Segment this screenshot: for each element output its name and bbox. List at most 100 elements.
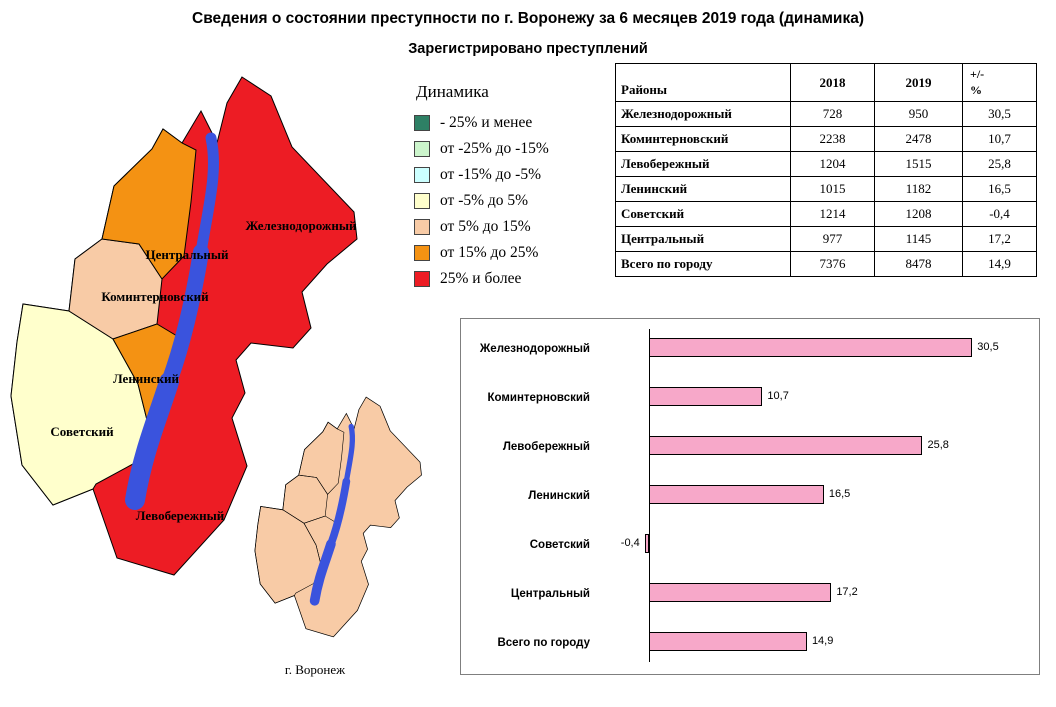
chart-row: Железнодорожный 30,5 bbox=[461, 324, 1039, 373]
bar-chart: Железнодорожный 30,5 Коминтерновский 10,7 Ле… bbox=[460, 318, 1040, 675]
value-2018-cell: 1015 bbox=[790, 176, 875, 203]
legend-item: от -5% до 5% bbox=[406, 188, 586, 214]
legend-label: от -15% до -5% bbox=[440, 166, 541, 183]
delta-percent-cell: 17,2 bbox=[962, 226, 1037, 253]
chart-row: Центральный 17,2 bbox=[461, 569, 1039, 618]
river-lower bbox=[125, 372, 179, 510]
chart-plot-area: -0,4 bbox=[597, 520, 1039, 569]
map-label-kominternovsky: Коминтерновский bbox=[101, 289, 209, 304]
legend-color-swatch bbox=[414, 245, 430, 261]
chart-plot-area: 17,2 bbox=[597, 569, 1039, 618]
stats-table-body: Железнодорожный 728 950 30,5 Коминтерновский… bbox=[615, 101, 1037, 278]
district-name-cell: Центральный bbox=[615, 226, 791, 253]
value-2018-cell: 7376 bbox=[790, 251, 875, 278]
bar-chart-rows: Железнодорожный 30,5 Коминтерновский 10,7 Ле… bbox=[461, 324, 1039, 669]
legend-color-swatch bbox=[414, 141, 430, 157]
delta-percent-cell: 25,8 bbox=[962, 151, 1037, 178]
chart-value-label: -0,4 bbox=[620, 537, 640, 549]
value-2018-cell: 2238 bbox=[790, 126, 875, 153]
chart-category-label: Железнодорожный bbox=[479, 342, 590, 355]
legend-color-swatch bbox=[414, 193, 430, 209]
district-name-cell: Коминтерновский bbox=[615, 126, 791, 153]
stats-table: Районы 2018 2019 +/- % Железнодорожный 72… bbox=[615, 62, 1037, 278]
legend-label: от 5% до 15% bbox=[440, 218, 531, 235]
table-row: Ленинский 1015 1182 16,5 bbox=[615, 176, 1037, 203]
legend-label: от 15% до 25% bbox=[440, 244, 539, 261]
value-2019-cell: 1208 bbox=[874, 201, 963, 228]
chart-row: Ленинский 16,5 bbox=[461, 471, 1039, 520]
chart-row: Всего по городу 14,9 bbox=[461, 618, 1039, 667]
chart-plot-area: 25,8 bbox=[597, 422, 1039, 471]
chart-bar bbox=[649, 436, 923, 455]
city-overview-map bbox=[254, 396, 422, 638]
page-title: Сведения о состоянии преступности по г. … bbox=[192, 10, 864, 27]
legend-item: от 5% до 15% bbox=[406, 214, 586, 240]
legend-color-swatch bbox=[414, 219, 430, 235]
header-districts: Районы bbox=[615, 62, 791, 103]
legend-label: 25% и более bbox=[440, 270, 522, 287]
legend-item: 25% и более bbox=[406, 266, 586, 292]
legend-color-swatch bbox=[414, 271, 430, 287]
chart-plot-area: 16,5 bbox=[597, 471, 1039, 520]
table-row: Всего по городу 7376 8478 14,9 bbox=[615, 251, 1037, 278]
table-header-row: Районы 2018 2019 +/- % bbox=[615, 62, 1037, 103]
table-row: Левобережный 1204 1515 25,8 bbox=[615, 151, 1037, 178]
district-centralny-shape bbox=[101, 128, 197, 280]
district-name-cell: Железнодорожный bbox=[615, 101, 791, 128]
district-name-cell: Левобережный bbox=[615, 151, 791, 178]
value-2018-cell: 1214 bbox=[790, 201, 875, 228]
map-label-leninsky: Ленинский bbox=[113, 371, 180, 386]
chart-value-label: 30,5 bbox=[977, 341, 999, 353]
map-label-levoberezhny: Левобережный bbox=[136, 508, 225, 523]
chart-category-label: Советский bbox=[529, 538, 590, 551]
small-map-district-border-centralny bbox=[298, 421, 345, 495]
chart-value-label: 25,8 bbox=[927, 439, 949, 451]
value-2019-cell: 8478 bbox=[874, 251, 963, 278]
legend-item: - 25% и менее bbox=[406, 110, 586, 136]
chart-bar bbox=[649, 583, 832, 602]
delta-percent-cell: 10,7 bbox=[962, 126, 1037, 153]
district-name-cell: Всего по городу bbox=[615, 251, 791, 278]
legend-label: - 25% и менее bbox=[440, 114, 533, 131]
header-delta-percent: +/- % bbox=[962, 62, 1037, 103]
value-2018-cell: 1204 bbox=[790, 151, 875, 178]
value-2019-cell: 1145 bbox=[874, 226, 963, 253]
chart-category-label: Центральный bbox=[510, 587, 590, 600]
legend-color-swatch bbox=[414, 115, 430, 131]
value-2019-cell: 1515 bbox=[874, 151, 963, 178]
chart-value-label: 17,2 bbox=[836, 586, 858, 598]
chart-plot-area: 14,9 bbox=[597, 618, 1039, 667]
chart-bar bbox=[649, 387, 763, 406]
chart-bar bbox=[649, 632, 807, 651]
map-label-zheleznodorozhny: Железнодорожный bbox=[246, 218, 357, 233]
dynamics-legend: Динамика - 25% и менее от -25% до -15% от … bbox=[406, 82, 586, 292]
small-map-caption: г. Воронеж bbox=[284, 662, 346, 677]
table-row: Коминтерновский 2238 2478 10,7 bbox=[615, 126, 1037, 153]
value-2018-cell: 728 bbox=[790, 101, 875, 128]
chart-bar bbox=[644, 534, 649, 553]
chart-category-label: Всего по городу bbox=[497, 636, 590, 649]
chart-bar bbox=[649, 485, 824, 504]
map-label-centralny: Центральный bbox=[145, 247, 229, 262]
value-2019-cell: 2478 bbox=[874, 126, 963, 153]
small-map-river-lower bbox=[309, 539, 336, 606]
chart-category-label: Ленинский bbox=[528, 489, 590, 502]
legend-title: Динамика bbox=[416, 82, 489, 101]
page-subtitle: Зарегистрировано преступлений bbox=[408, 41, 648, 57]
chart-plot-area: 30,5 bbox=[597, 324, 1039, 373]
chart-category-label: Левобережный bbox=[502, 440, 590, 453]
header-2018: 2018 bbox=[790, 62, 875, 103]
city-districts-map: Железнодорожный Центральный Коминтерновс… bbox=[10, 76, 358, 576]
chart-plot-area: 10,7 bbox=[597, 373, 1039, 422]
small-map-river-middle bbox=[327, 477, 351, 548]
value-2019-cell: 1182 bbox=[874, 176, 963, 203]
legend-label: от -5% до 5% bbox=[440, 192, 529, 209]
chart-row: Левобережный 25,8 bbox=[461, 422, 1039, 471]
chart-value-label: 10,7 bbox=[767, 390, 789, 402]
delta-percent-cell: 30,5 bbox=[962, 101, 1037, 128]
district-name-cell: Ленинский bbox=[615, 176, 791, 203]
chart-value-label: 14,9 bbox=[811, 635, 834, 647]
table-row: Советский 1214 1208 -0,4 bbox=[615, 201, 1037, 228]
table-row: Железнодорожный 728 950 30,5 bbox=[615, 101, 1037, 128]
delta-percent-cell: -0,4 bbox=[962, 201, 1037, 228]
